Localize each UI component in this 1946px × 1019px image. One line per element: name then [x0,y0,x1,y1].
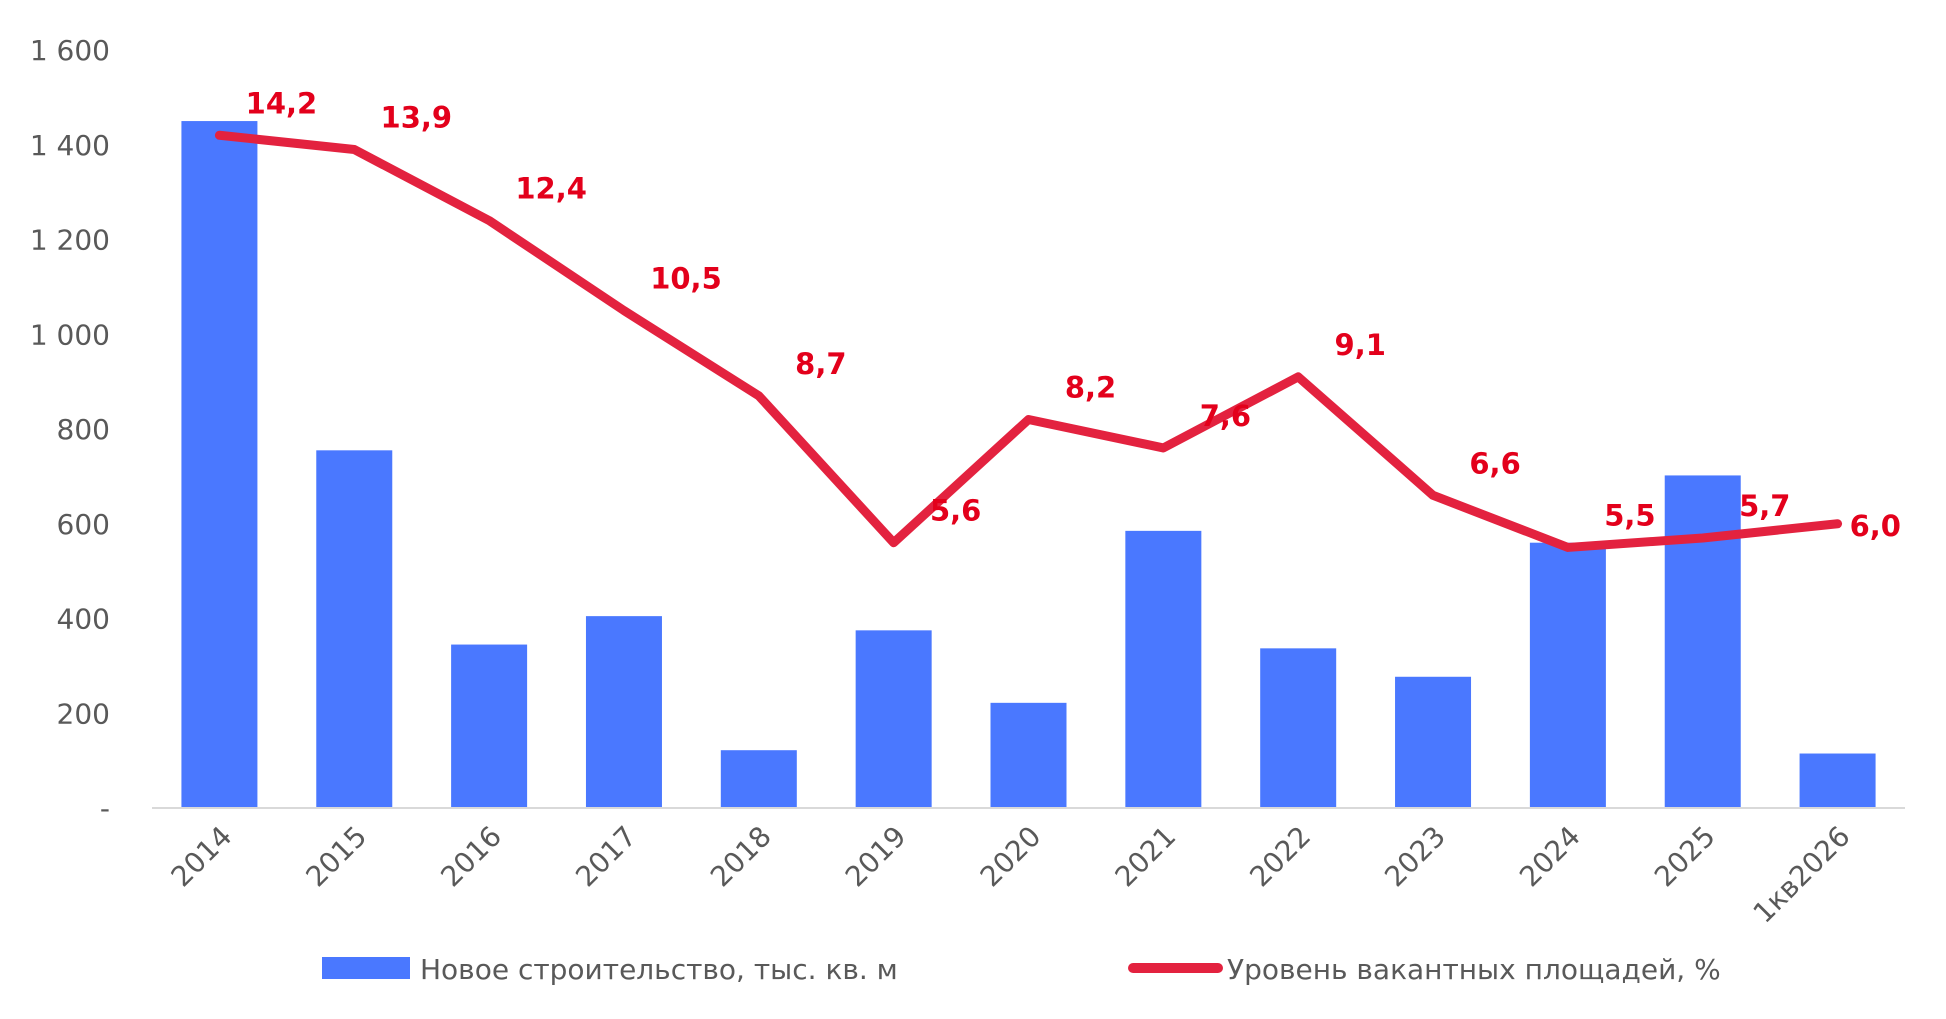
bar [1799,753,1876,808]
x-tick-label: 2015 [299,820,373,894]
legend: Новое строительство, тыс. кв. м Уровень … [322,953,1721,986]
x-tick-label: 2014 [165,820,239,894]
legend-line-label: Уровень вакантных площадей, % [1227,953,1721,986]
data-label: 13,9 [381,100,453,134]
data-label: 8,2 [1065,371,1116,405]
data-label: 10,5 [650,262,722,296]
bar [855,630,932,808]
x-tick-label: 2022 [1243,820,1317,894]
bar [720,750,797,808]
line-labels: 14,2 13,9 12,4 10,5 8,7 5,6 8,2 7,6 9,1 6,6 5,5 5,7… [246,86,1901,542]
x-tick-label: 2025 [1648,820,1722,894]
x-axis: 2014 2015 2016 2017 2018 2019 2020 2021 2022 2023… [165,820,1857,930]
x-tick-label: 2016 [434,820,508,894]
legend-bar-swatch [322,957,410,979]
y-tick-label: 1 600 [30,34,110,67]
bar [181,121,258,808]
data-label: 12,4 [515,172,587,206]
x-tick-label: 2019 [839,820,913,894]
data-label: 5,5 [1604,498,1655,532]
vacancy-line [214,130,1843,552]
bars [181,121,1876,808]
bar [1260,648,1337,808]
y-tick-label: 200 [57,697,110,730]
bar [1125,530,1202,808]
x-tick-label: 2023 [1378,820,1452,894]
y-tick-label: 1 400 [30,129,110,162]
data-label: 6,0 [1850,509,1901,543]
legend-bar-label: Новое строительство, тыс. кв. м [420,953,898,986]
y-axis: - 200 400 600 800 1 000 1 200 1 400 1 600 [30,34,110,825]
x-tick-label: 2018 [704,820,778,894]
data-label: 6,6 [1469,446,1520,480]
y-tick-label: 800 [57,413,110,446]
bar [451,644,528,808]
x-tick-label: 2021 [1109,820,1183,894]
bar [316,450,393,808]
data-label: 8,7 [795,347,846,381]
y-tick-label: 400 [57,603,110,636]
x-tick-label: 2017 [569,820,643,894]
bar [585,616,662,808]
y-tick-label: 600 [57,508,110,541]
data-label: 5,6 [930,494,981,528]
x-tick-label: 2020 [974,820,1048,894]
data-label: 9,1 [1335,328,1386,362]
y-tick-label: 1 000 [30,318,110,351]
data-label: 14,2 [246,86,318,120]
x-tick-label: 1кв2026 [1747,820,1857,930]
bar [1529,542,1606,808]
x-tick-label: 2024 [1513,820,1587,894]
bar [1664,475,1741,808]
data-label: 5,7 [1739,489,1790,523]
y-tick-label: 1 200 [30,224,110,257]
data-label: 7,6 [1200,399,1251,433]
bar [1395,676,1472,808]
bar [990,702,1067,808]
y-tick-label: - [100,792,110,825]
